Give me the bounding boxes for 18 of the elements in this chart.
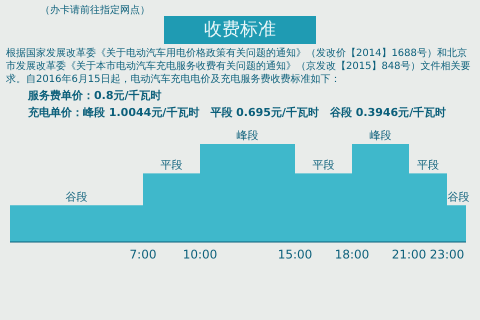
text: （办卡请前往指定网点） [39, 4, 151, 16]
x-tick-label: 10:00 [182, 248, 218, 262]
chart-title: 收费标准 [164, 16, 316, 44]
x-tick-label: 21:00 [392, 248, 426, 262]
chart-subtitle: 根据国家发展改革委《关于电动汽车用电价格政策有关问题的通知》（发改价【2014】1688号）和北京市发展改革委《关于本市电动汽车充电服务收费有关问题的通知》（京发改【2015】848号）文件相关要求。自2016年6月15日起，电动汽车充电电价及充电服务费收费标准如下： [5, 46, 472, 86]
annotation: 谷段 [447, 190, 470, 204]
annotation: 峰段 [370, 129, 392, 142]
annotation: 谷段 [66, 190, 88, 204]
annotation: 平段 [312, 158, 334, 172]
x-tick-label: 23:00 [430, 248, 464, 262]
x-tick-label: 7:00 [130, 248, 156, 262]
annotation: 平段 [417, 158, 439, 172]
x-tick-label: 15:00 [278, 248, 312, 262]
text: 服务费单价：0.8元/千瓦时 [26, 88, 163, 103]
x-tick-label: 18:00 [334, 248, 370, 262]
text: 充电单价：峰段 1.0044元/千瓦时 平段 0.695元/千瓦时 谷段 0.3946元/千瓦时 [27, 105, 448, 120]
annotation: 平段 [160, 158, 182, 172]
annotation: 峰段 [236, 129, 258, 142]
